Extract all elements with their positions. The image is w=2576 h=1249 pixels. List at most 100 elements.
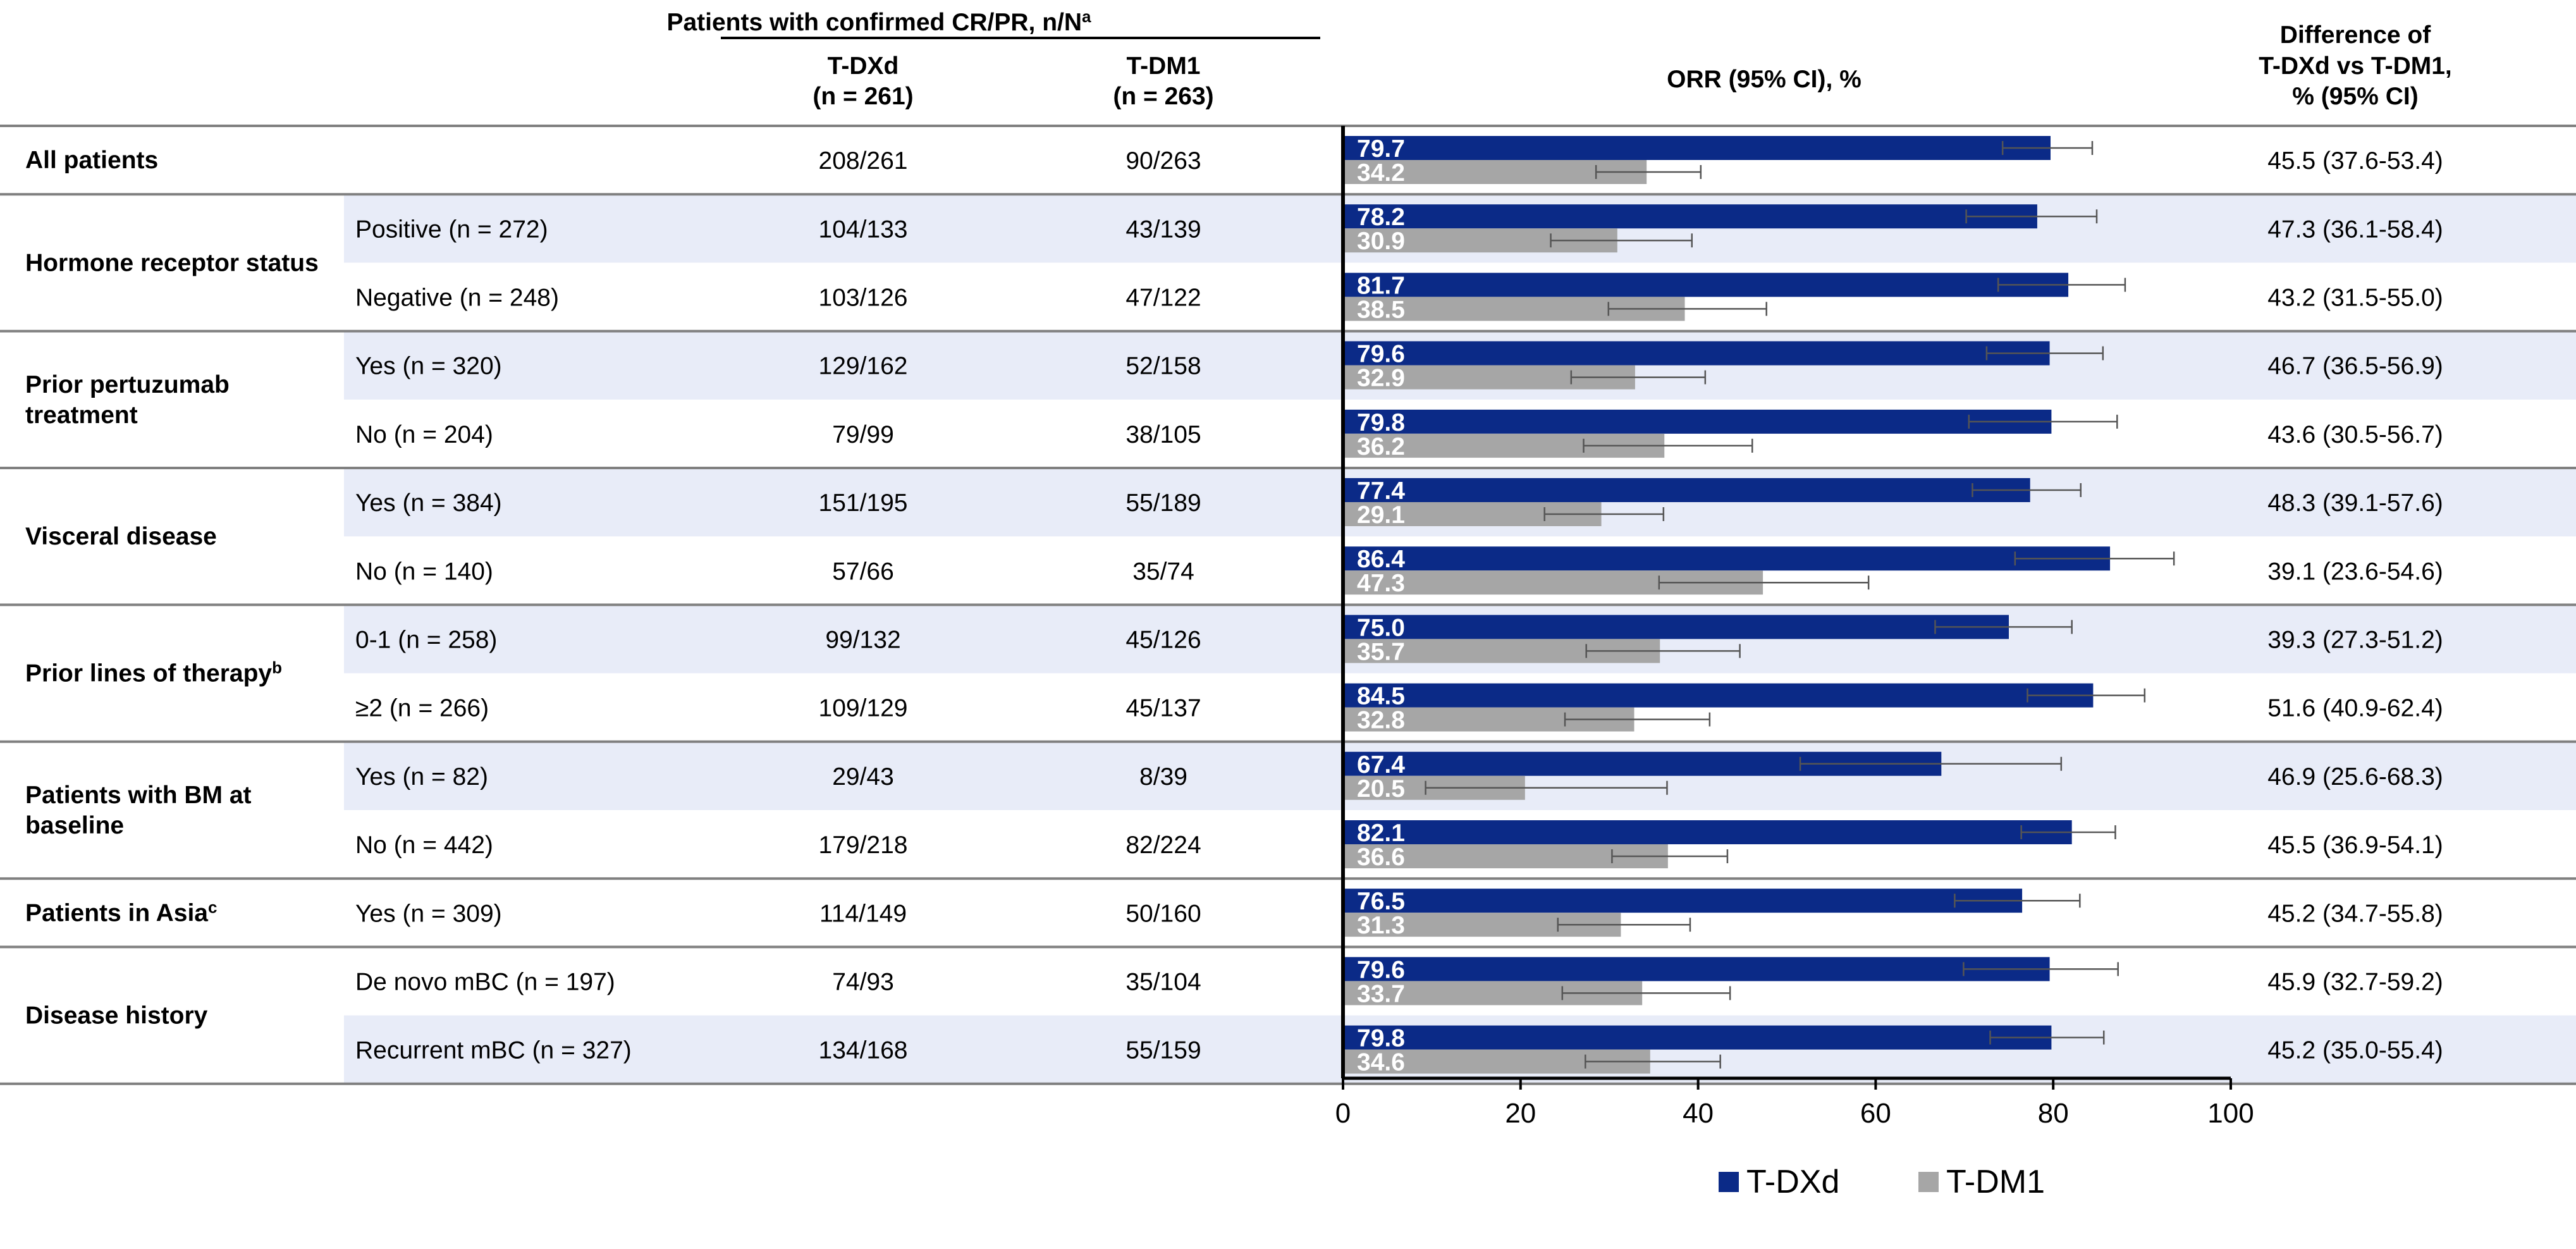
tdm1-responders: 45/137	[1125, 695, 1201, 722]
subgroup-label: Negative (n = 248)	[355, 285, 559, 312]
group-label: All patients	[25, 147, 158, 174]
patients-title: Patients with confirmed CR/PR, n/Na	[666, 7, 1091, 36]
x-tick-label: 20	[1505, 1098, 1536, 1129]
subgroup-label: Yes (n = 82)	[355, 763, 488, 791]
tdm1-responders: 35/74	[1132, 558, 1194, 585]
difference-value: 39.1 (23.6-54.6)	[2267, 558, 2443, 585]
tdxd-value-label: 82.1	[1357, 820, 1405, 847]
subgroup-label: Yes (n = 309)	[355, 900, 502, 927]
separator-lines	[0, 125, 2576, 1085]
tdxd-bar	[1343, 820, 2072, 844]
group-label-line: treatment	[25, 402, 138, 429]
tdxd-value-label: 79.7	[1357, 135, 1405, 163]
tdm1-responders: 47/122	[1125, 285, 1201, 312]
tdxd-bar	[1343, 409, 2052, 434]
group-label: Patients with BM at baseline	[25, 782, 252, 839]
tdm1-responders: 50/160	[1125, 900, 1201, 927]
legend-label-tdm1: T-DM1	[1946, 1164, 2045, 1200]
tdxd-responders: 208/261	[819, 147, 908, 175]
tdxd-bar	[1343, 546, 2111, 571]
tdxd-value-label: 86.4	[1357, 546, 1405, 573]
subgroup-label: De novo mBC (n = 197)	[355, 969, 615, 996]
tdm1-responders: 82/224	[1125, 832, 1201, 859]
difference-value: 48.3 (39.1-57.6)	[2267, 489, 2443, 517]
tdm1-value-label: 36.6	[1357, 844, 1405, 871]
tdxd-bar	[1343, 273, 2069, 297]
tdm1-value-label: 35.7	[1357, 638, 1405, 665]
difference-value: 46.9 (25.6-68.3)	[2267, 763, 2443, 791]
difference-value: 45.2 (35.0-55.4)	[2267, 1037, 2443, 1064]
tdxd-value-label: 67.4	[1357, 751, 1405, 778]
tdxd-bar	[1343, 889, 2023, 913]
tdxd-responders: 99/132	[825, 627, 900, 654]
subgroup-label: No (n = 204)	[355, 421, 493, 448]
difference-value: 43.2 (31.5-55.0)	[2267, 285, 2443, 312]
group-label-line: Hormone receptor status	[25, 249, 319, 276]
group-label-line: Prior lines of therapy	[25, 660, 272, 687]
tdxd-responders: 104/133	[819, 216, 908, 243]
patients-title-sup: a	[1082, 7, 1091, 26]
tdm1-column-n: (n = 263)	[1113, 83, 1213, 110]
tdm1-value-label: 34.6	[1357, 1049, 1405, 1076]
tdm1-responders: 55/159	[1125, 1037, 1201, 1064]
group-label-line: Patients in Asia	[25, 899, 208, 926]
tdm1-responders: 52/158	[1125, 353, 1201, 380]
tdm1-value-label: 36.2	[1357, 433, 1405, 460]
group-label: Visceral disease	[25, 523, 217, 550]
tdxd-value-label: 81.7	[1357, 272, 1405, 299]
group-label-sup: c	[208, 897, 217, 916]
tdxd-value-label: 75.0	[1357, 614, 1405, 641]
legend-label-tdxd: T-DXd	[1746, 1164, 1839, 1200]
subgroup-label: Yes (n = 320)	[355, 353, 502, 380]
difference-value: 45.5 (37.6-53.4)	[2267, 147, 2443, 175]
group-label-line: Prior pertuzumab	[25, 371, 230, 398]
tdxd-value-label: 79.8	[1357, 409, 1405, 436]
diff-header-line-3: % (95% CI)	[2292, 83, 2418, 110]
patients-title-main: Patients with confirmed CR/PR, n/N	[666, 9, 1082, 36]
difference-value: 39.3 (27.3-51.2)	[2267, 627, 2443, 654]
tdxd-responders: 151/195	[819, 489, 908, 517]
tdxd-bar	[1343, 615, 2009, 639]
tdxd-column-header: T-DXd	[828, 52, 899, 80]
subgroup-label: ≥2 (n = 266)	[355, 695, 489, 722]
tdxd-bar	[1343, 683, 2094, 708]
tdm1-value-label: 31.3	[1357, 912, 1405, 939]
tdm1-responders: 90/263	[1125, 147, 1201, 175]
tdxd-bar	[1343, 204, 2037, 229]
diff-header-line-2: T-DXd vs T-DM1,	[2259, 52, 2452, 80]
subgroup-label: 0-1 (n = 258)	[355, 627, 497, 654]
tdm1-responders: 43/139	[1125, 216, 1201, 243]
tdxd-bar	[1343, 136, 2051, 160]
difference-value: 45.5 (36.9-54.1)	[2267, 832, 2443, 859]
tdxd-responders: 29/43	[832, 763, 894, 791]
x-tick-label: 40	[1683, 1098, 1714, 1129]
legend-swatch-tdm1	[1918, 1172, 1939, 1192]
tdxd-bar	[1343, 957, 2050, 981]
orr-column-header: ORR (95% CI), %	[1667, 66, 1861, 93]
difference-value: 43.6 (30.5-56.7)	[2267, 421, 2443, 448]
group-label: Disease history	[25, 1002, 208, 1030]
tdxd-responders: 179/218	[819, 832, 908, 859]
tdm1-value-label: 32.9	[1357, 365, 1405, 392]
subgroup-label: Positive (n = 272)	[355, 216, 548, 243]
x-tick-label: 60	[1860, 1098, 1891, 1129]
tdxd-responders: 129/162	[819, 353, 908, 380]
tdxd-responders: 103/126	[819, 285, 908, 312]
tdm1-value-label: 47.3	[1357, 570, 1405, 597]
difference-value: 51.6 (40.9-62.4)	[2267, 695, 2443, 722]
diff-header-line-1: Difference of	[2280, 22, 2431, 49]
group-label-line: Visceral disease	[25, 523, 217, 550]
group-label: Prior lines of therapyb	[25, 658, 282, 687]
bar-series: 79.734.278.230.981.738.579.632.979.836.2…	[1343, 135, 2175, 1076]
tdm1-column-header: T-DM1	[1127, 52, 1201, 80]
tdxd-value-label: 78.2	[1357, 204, 1405, 231]
x-axis: 0 20 40 60 80 100	[1335, 126, 2254, 1129]
tdm1-value-label: 20.5	[1357, 775, 1405, 803]
group-label: Patients in Asiac	[25, 897, 217, 926]
tdxd-value-label: 79.6	[1357, 341, 1405, 368]
group-label-line: All patients	[25, 147, 158, 174]
tdxd-value-label: 76.5	[1357, 888, 1405, 915]
tdm1-value-label: 33.7	[1357, 980, 1405, 1007]
group-label-line: baseline	[25, 812, 124, 839]
